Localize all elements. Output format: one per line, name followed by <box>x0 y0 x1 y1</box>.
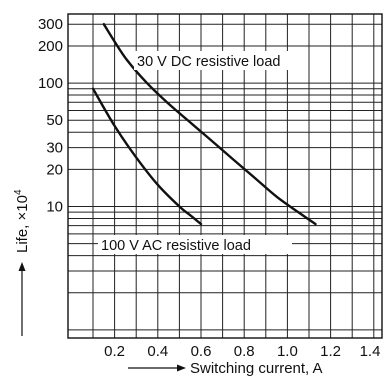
x-tick-label: 0.2 <box>104 343 125 360</box>
x-tick-label: 0.6 <box>191 343 212 360</box>
y-tick-labels: 10 20 30 50 100 200 300 <box>38 16 63 215</box>
x-tick-label: 1.2 <box>320 343 341 360</box>
x-axis-arrowhead <box>177 364 186 372</box>
x-axis-label: Switching current, A <box>190 360 323 376</box>
x-tick-label: 0.4 <box>147 343 168 360</box>
y-tick-label: 20 <box>46 161 63 178</box>
y-tick-label: 10 <box>46 199 63 216</box>
curve-100v-ac <box>91 87 203 226</box>
y-axis-arrowhead <box>18 262 26 271</box>
plot-frame <box>67 13 383 339</box>
svg-text:Life, ×104: Life, ×104 <box>13 189 31 253</box>
y-tick-label: 300 <box>38 16 63 33</box>
y-axis-label-text: Life, ×10 <box>14 195 31 253</box>
curves <box>91 23 317 226</box>
y-tick-label: 200 <box>38 38 63 55</box>
x-tick-label: 0.8 <box>234 343 255 360</box>
ac-label-background <box>98 235 292 254</box>
series-label-100v-ac: 100 V AC resistive load <box>101 238 251 254</box>
dc-label-background <box>134 51 300 70</box>
x-tick-labels: 0.2 0.4 0.6 0.8 1.0 1.2 1.4 <box>104 343 380 360</box>
x-tick-label: 1.4 <box>360 343 381 360</box>
y-tick-label: 50 <box>46 112 63 129</box>
y-axis-label: Life, ×104 <box>13 189 31 253</box>
series-label-30v-dc: 30 V DC resistive load <box>137 54 280 70</box>
y-axis-label-exponent: 4 <box>13 189 24 195</box>
y-tick-label: 30 <box>46 140 63 157</box>
curve-30v-dc <box>102 23 317 226</box>
x-tick-label: 1.0 <box>277 343 298 360</box>
y-tick-label: 100 <box>38 75 63 92</box>
